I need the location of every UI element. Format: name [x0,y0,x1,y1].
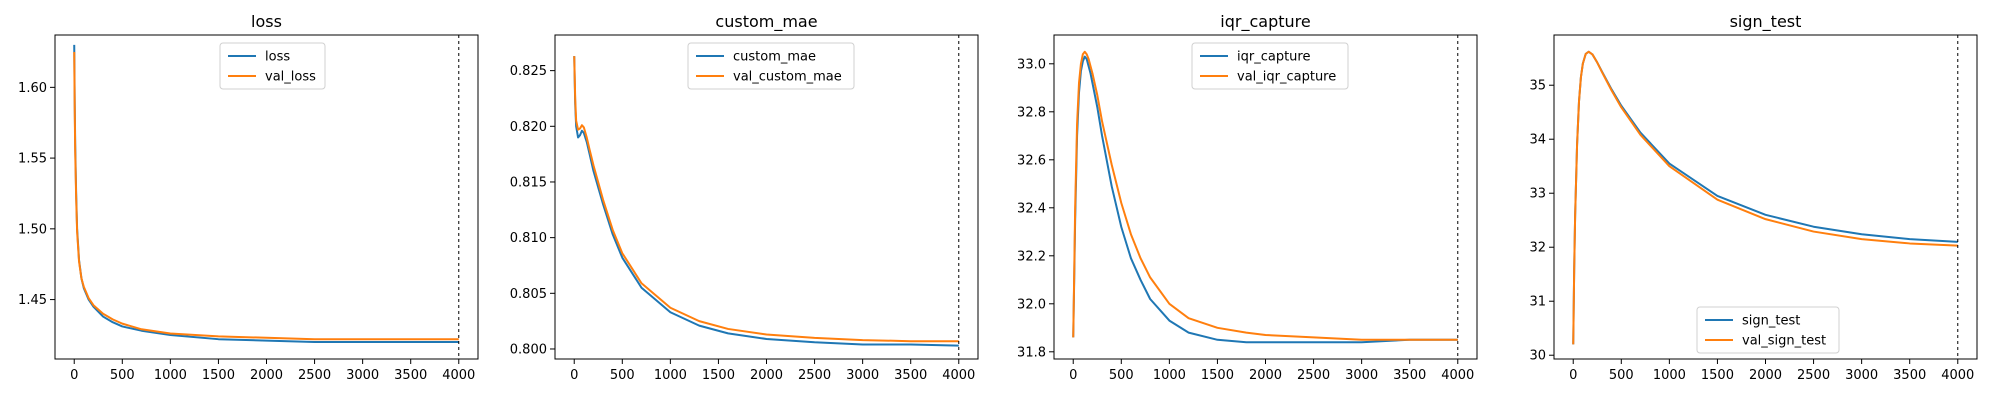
y-tick-label: 35 [1529,79,1546,94]
x-tick-label: 3500 [894,368,927,383]
subplot-title: sign_test [1730,12,1802,32]
legend-label: val_sign_test [1742,334,1826,349]
legend-box [1191,42,1349,90]
x-tick-label: 3000 [846,368,879,383]
y-tick-label: 1.50 [18,222,47,237]
series-line-val_iqr_capture [1072,50,1458,341]
subplot-title: loss [251,12,282,31]
x-tick-label: 3000 [1345,368,1378,383]
legend-box [1696,306,1840,354]
subplot-iqr_capture: iqr_capture 0 500 1000 1500 2000 2500 3000 3500 4… [1017,12,1478,383]
y-tick-label: 33 [1529,187,1546,202]
x-tick-label: 3000 [1845,368,1878,383]
x-tick-label: 500 [110,368,135,383]
subplot-sign_test: sign_test 0 500 1000 1500 2000 2500 3000 3500 400… [1529,12,1978,383]
subplot-title: custom_mae [715,12,817,32]
legend-label: sign_test [1742,314,1800,329]
legend-label: custom_mae [733,50,816,65]
axes-frame [554,34,979,360]
x-tick-label: 4000 [1441,368,1474,383]
series-line-val_loss [73,51,459,341]
x-tick-label: 2500 [1797,368,1830,383]
x-tick-label: 0 [1569,368,1577,383]
x-tick-label: 1000 [1153,368,1186,383]
x-tick-label: 2000 [250,368,283,383]
x-tick-label: 500 [610,368,635,383]
axes-frame [1553,34,1978,360]
x-tick-label: 4000 [1941,368,1974,383]
y-tick-label: 32.4 [1017,201,1046,216]
y-tick-label: 34 [1529,133,1546,148]
legend-label: iqr_capture [1237,50,1310,65]
y-tick-label: 32.2 [1017,249,1046,264]
y-tick-label: 0.810 [510,231,547,246]
axes-frame [1053,34,1478,360]
x-tick-label: 0 [570,368,578,383]
y-tick-label: 32.6 [1017,153,1046,168]
legend: custom_mae val_custom_mae [687,42,855,90]
x-tick-label: 2500 [298,368,331,383]
x-tick-label: 2000 [750,368,783,383]
y-tick-label: 32.8 [1017,105,1046,120]
x-tick-label: 3000 [346,368,379,383]
x-tick-label: 1500 [1701,368,1734,383]
subplot-custom_mae: custom_mae 0 500 1000 1500 2000 2500 3000 3500 40… [510,12,979,383]
subplot-loss: loss 0 500 1000 1500 2000 2500 3000 3500 4000 1.45… [18,12,479,383]
x-tick-label: 4000 [442,368,475,383]
legend-label: val_iqr_capture [1237,70,1336,85]
x-tick-label: 1000 [1653,368,1686,383]
x-tick-label: 2000 [1749,368,1782,383]
y-tick-label: 31 [1529,295,1546,310]
y-tick-label: 32 [1529,241,1546,256]
legend-label: loss [265,50,290,65]
y-tick-label: 1.55 [18,152,47,167]
series-line-val_sign_test [1572,50,1958,345]
y-tick-label: 0.805 [510,287,547,302]
x-tick-label: 1500 [1201,368,1234,383]
x-tick-label: 3500 [394,368,427,383]
legend: iqr_capture val_iqr_capture [1191,42,1349,90]
y-tick-label: 0.825 [510,64,547,79]
y-tick-label: 0.800 [510,342,547,357]
x-tick-label: 3500 [1893,368,1926,383]
y-tick-label: 0.815 [510,175,547,190]
x-tick-label: 4000 [942,368,975,383]
x-tick-label: 0 [1069,368,1077,383]
x-tick-label: 2500 [798,368,831,383]
series-line-sign_test [1572,50,1958,345]
y-tick-label: 1.60 [18,81,47,96]
x-tick-label: 1000 [154,368,187,383]
y-tick-label: 31.8 [1017,345,1046,360]
y-tick-label: 32.0 [1017,297,1046,312]
axes-frame [54,34,479,360]
x-tick-label: 1000 [654,368,687,383]
legend: loss val_loss [219,42,326,90]
x-tick-label: 1500 [202,368,235,383]
x-tick-label: 2500 [1297,368,1330,383]
legend-box [687,42,855,90]
x-tick-label: 0 [70,368,78,383]
x-tick-label: 500 [1609,368,1634,383]
series-line-val_custom_mae [573,56,959,343]
x-tick-label: 1500 [702,368,735,383]
series-line-custom_mae [573,56,959,347]
y-tick-label: 33.0 [1017,57,1046,72]
series-line-iqr_capture [1072,55,1458,344]
y-tick-label: 1.45 [18,293,47,308]
legend-box [219,42,326,90]
legend-label: val_loss [265,70,316,85]
y-tick-label: 30 [1529,349,1546,364]
legend-label: val_custom_mae [733,70,842,85]
subplot-title: iqr_capture [1220,12,1310,32]
x-tick-label: 500 [1109,368,1134,383]
legend: sign_test val_sign_test [1696,306,1840,354]
x-tick-label: 2000 [1249,368,1282,383]
x-tick-label: 3500 [1393,368,1426,383]
y-tick-label: 0.820 [510,120,547,135]
